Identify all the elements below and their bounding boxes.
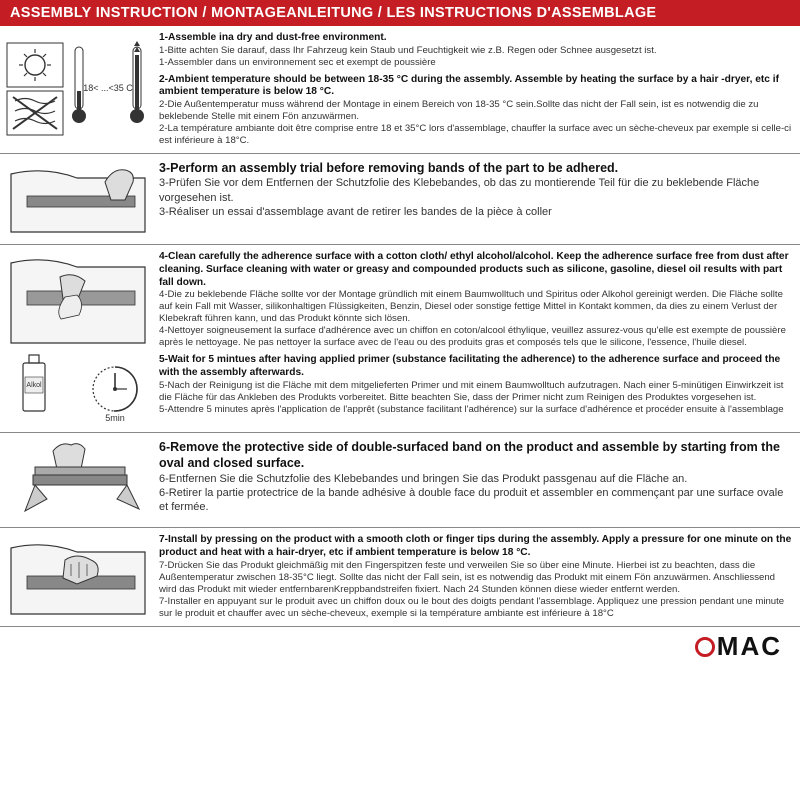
step-en: 7-Install by pressing on the product wit… [159, 534, 792, 560]
step-de: 2-Die Außentemperatur muss während der M… [159, 99, 792, 123]
icon-cell-remove-film [0, 433, 155, 527]
step-de: 5-Nach der Reinigung ist die Fläche mit … [159, 380, 792, 404]
step-fr: 4-Nettoyer soigneusement la surface d'ad… [159, 325, 792, 349]
step-3: 3-Perform an assembly trial before remov… [159, 160, 792, 219]
trial-icon [5, 160, 150, 238]
header-title: ASSEMBLY INSTRUCTION / MONTAGEANLEITUNG … [10, 5, 656, 21]
logo-circle-icon [695, 637, 715, 657]
instruction-row: 6-Remove the protective side of double-s… [0, 433, 800, 528]
instruction-row: 18< ...<35 C 1-Assemble ina dry and dust… [0, 26, 800, 154]
text-cell: 1-Assemble ina dry and dust-free environ… [155, 26, 800, 153]
step-de: 3-Prüfen Sie vor dem Entfernen der Schut… [159, 176, 792, 205]
remove-film-icon [5, 439, 150, 521]
step-7: 7-Install by pressing on the product wit… [159, 534, 792, 619]
svg-text:18< ...<35 C: 18< ...<35 C [83, 83, 133, 93]
step-en: 6-Remove the protective side of double-s… [159, 439, 792, 472]
step-de: 4-Die zu beklebende Fläche sollte vor de… [159, 289, 792, 325]
text-cell: 4-Clean carefully the adherence surface … [155, 245, 800, 432]
text-cell: 7-Install by pressing on the product wit… [155, 528, 800, 626]
step-de: 1-Bitte achten Sie darauf, dass Ihr Fahr… [159, 45, 792, 57]
icon-cell-trial [0, 154, 155, 244]
env-temp-icon: 18< ...<35 C [5, 41, 150, 139]
step-1: 1-Assemble ina dry and dust-free environ… [159, 32, 792, 69]
step-fr: 2-La température ambiante doit être comp… [159, 123, 792, 147]
brand-logo: MAC [695, 631, 782, 662]
icon-cell-press [0, 528, 155, 626]
instruction-content: 18< ...<35 C 1-Assemble ina dry and dust… [0, 26, 800, 626]
footer: MAC [0, 626, 800, 666]
text-cell: 3-Perform an assembly trial before remov… [155, 154, 800, 244]
header-bar: ASSEMBLY INSTRUCTION / MONTAGEANLEITUNG … [0, 0, 800, 26]
clean-wait-icon: Alkol 5min [5, 251, 150, 426]
step-5: 5-Wait for 5 mintues after having applie… [159, 354, 792, 415]
step-en: 1-Assemble ina dry and dust-free environ… [159, 32, 792, 45]
step-en: 3-Perform an assembly trial before remov… [159, 160, 792, 176]
step-de: 6-Entfernen Sie die Schutzfolie des Kleb… [159, 472, 792, 486]
instruction-row: 7-Install by pressing on the product wit… [0, 528, 800, 626]
svg-text:5min: 5min [105, 413, 125, 423]
icon-cell-env-temp: 18< ...<35 C [0, 26, 155, 153]
brand-text: MAC [717, 631, 782, 662]
svg-text:Alkol: Alkol [26, 382, 42, 389]
instruction-row: Alkol 5min 4-Clean carefully the adheren… [0, 245, 800, 433]
step-en: 5-Wait for 5 mintues after having applie… [159, 354, 792, 380]
instruction-row: 3-Perform an assembly trial before remov… [0, 154, 800, 245]
press-icon [5, 534, 150, 620]
icon-cell-clean: Alkol 5min [0, 245, 155, 432]
step-en: 2-Ambient temperature should be between … [159, 74, 792, 100]
step-fr: 7-Installer en appuyant sur le produit a… [159, 596, 792, 620]
step-en: 4-Clean carefully the adherence surface … [159, 251, 792, 289]
text-cell: 6-Remove the protective side of double-s… [155, 433, 800, 527]
step-fr: 3-Réaliser un essai d'assemblage avant d… [159, 205, 792, 219]
step-6: 6-Remove the protective side of double-s… [159, 439, 792, 514]
step-fr: 6-Retirer la partie protectrice de la ba… [159, 486, 792, 515]
step-fr: 5-Attendre 5 minutes après l'application… [159, 404, 792, 416]
step-4: 4-Clean carefully the adherence surface … [159, 251, 792, 349]
step-de: 7-Drücken Sie das Produkt gleichmäßig mi… [159, 560, 792, 596]
step-fr: 1-Assembler dans un environnement sec et… [159, 57, 792, 69]
step-2: 2-Ambient temperature should be between … [159, 74, 792, 147]
